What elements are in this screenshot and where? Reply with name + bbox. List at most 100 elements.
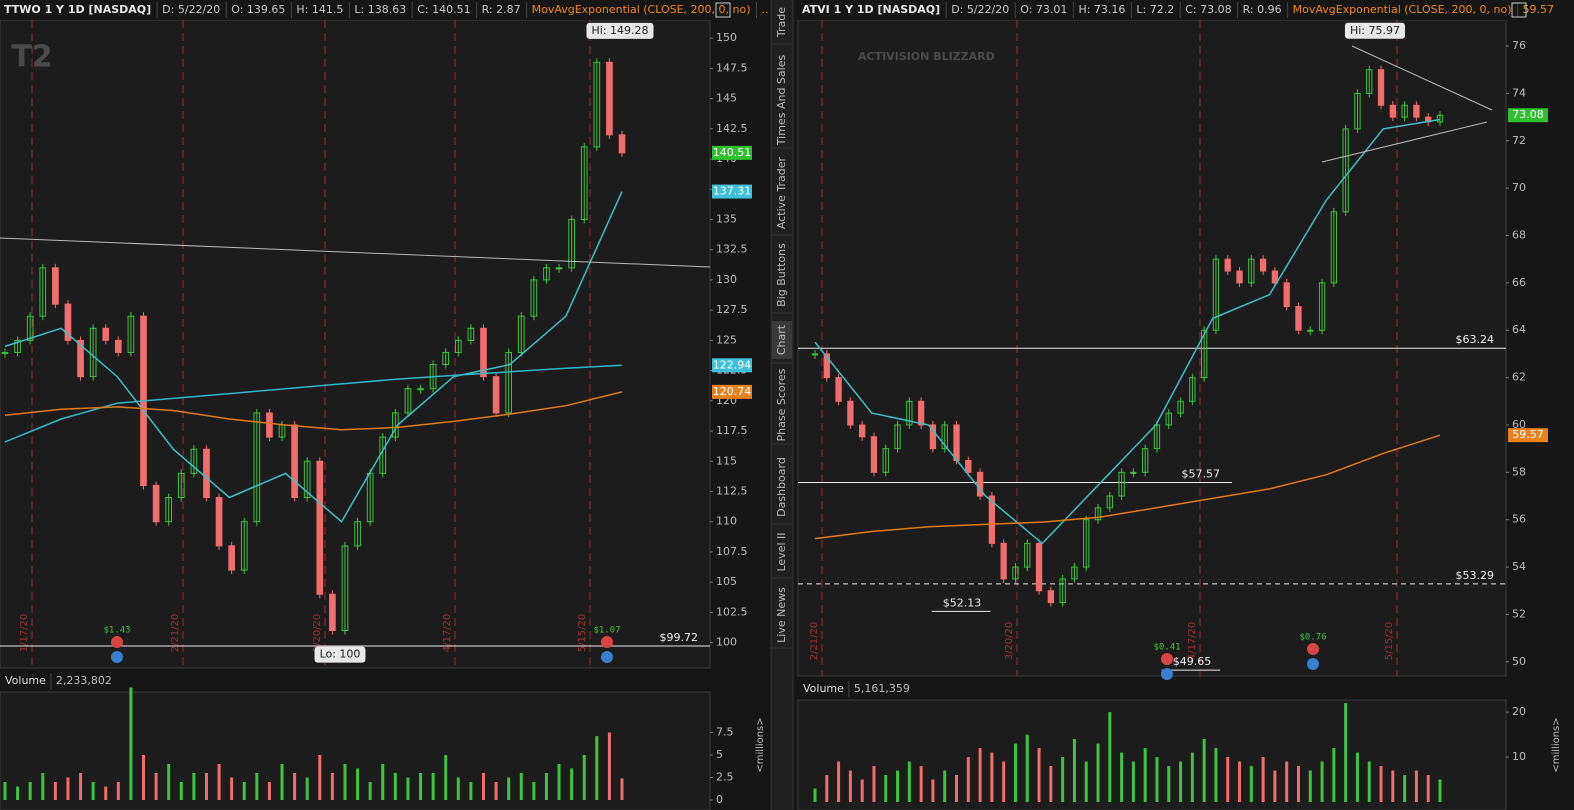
volume-bar xyxy=(1403,775,1407,802)
y-tick-label: 66 xyxy=(1512,276,1526,289)
y-tick-label: 130 xyxy=(716,273,737,286)
y-tick-label: 56 xyxy=(1512,513,1526,526)
sidebar-tab[interactable]: Phase Scores xyxy=(775,368,788,441)
header-field: L: 138.63 xyxy=(354,3,406,16)
volume-bar xyxy=(129,687,133,800)
y-tick-label: 74 xyxy=(1512,86,1526,99)
volume-bar xyxy=(1332,748,1336,802)
price-pane xyxy=(0,19,711,669)
price-badge xyxy=(712,145,752,160)
volume-bar xyxy=(1155,757,1159,802)
volume-bar xyxy=(3,782,7,800)
candle xyxy=(1271,270,1279,284)
candle xyxy=(1354,92,1361,130)
volume-bar xyxy=(1344,703,1348,802)
candle xyxy=(929,424,937,450)
candle xyxy=(1130,471,1137,474)
active-tab-bg xyxy=(772,321,792,359)
volume-bar xyxy=(990,752,994,802)
y-tick-label: 135 xyxy=(716,212,737,225)
candle xyxy=(882,448,889,473)
volume-bar xyxy=(1025,734,1029,802)
volume-bar xyxy=(620,778,624,800)
price-badge-label: 120.74 xyxy=(713,385,752,398)
price-badge xyxy=(1508,108,1548,123)
header-field: D: 5/22/20 xyxy=(162,3,220,16)
price-badge xyxy=(1508,428,1548,443)
study-label: MovAvgExponential (CLOSE, 200, 0, no) xyxy=(532,3,751,16)
candle xyxy=(215,497,223,547)
candle xyxy=(480,327,487,378)
volume-bar xyxy=(204,773,208,800)
sidebar-tab[interactable]: Trade xyxy=(775,7,788,38)
price-badge-label: 140.51 xyxy=(713,146,752,159)
volume-bar xyxy=(848,770,852,802)
candle xyxy=(1165,412,1172,426)
expand-button[interactable] xyxy=(715,2,731,18)
price-level-label: $63.24 xyxy=(1456,333,1495,346)
moving-average xyxy=(814,434,1441,540)
volume-bar xyxy=(1414,770,1418,802)
volume-bar xyxy=(1179,761,1183,802)
candle xyxy=(1248,258,1255,284)
volume-bar xyxy=(66,777,70,800)
y-tick-label: 112.5 xyxy=(716,484,748,497)
header-field: R: 0.96 xyxy=(1243,3,1282,16)
volume-bar xyxy=(860,779,864,802)
volume-bar xyxy=(837,761,841,802)
volume-bar xyxy=(53,782,57,800)
volume-bar xyxy=(230,777,234,800)
candle xyxy=(941,424,948,450)
y-tick-label: 62 xyxy=(1512,371,1526,384)
volume-bar xyxy=(242,782,246,800)
candle xyxy=(52,267,59,305)
trend-line xyxy=(1321,121,1488,163)
sidebar-tab[interactable]: Dashboard xyxy=(775,457,788,517)
y-tick-label: 72 xyxy=(1512,134,1526,147)
volume-bar xyxy=(931,779,935,802)
candle xyxy=(1295,306,1302,331)
candle xyxy=(152,484,160,523)
volume-bar xyxy=(142,755,146,800)
volume-bar xyxy=(419,773,423,800)
candle xyxy=(1094,507,1102,521)
candle xyxy=(316,460,324,595)
sidebar-tab[interactable]: Active Trader xyxy=(775,156,788,229)
volume-bar xyxy=(1131,761,1135,802)
y-tick-label: 68 xyxy=(1512,229,1526,242)
volume-bar xyxy=(1143,748,1147,802)
volume-bar xyxy=(896,770,900,802)
earnings-label: $0.76 xyxy=(1299,633,1326,643)
candle xyxy=(1307,329,1314,332)
y-tick-label: 64 xyxy=(1512,323,1526,336)
volume-pane xyxy=(797,699,1507,810)
volume-bar xyxy=(469,782,473,800)
header-field: O: 139.65 xyxy=(231,3,285,16)
sidebar-tab[interactable]: Big Buttons xyxy=(775,243,788,307)
candle xyxy=(492,376,500,414)
volume-bar xyxy=(1072,739,1076,802)
volume-total: 2,233,802 xyxy=(56,674,112,687)
volume-bar xyxy=(481,773,485,800)
header-bar xyxy=(0,0,710,20)
price-badge xyxy=(712,384,752,399)
volume-bar xyxy=(494,782,498,800)
volume-tick-label: 2.5 xyxy=(716,771,734,784)
candle xyxy=(1047,590,1055,604)
dividend-icon xyxy=(111,651,123,663)
volume-bar xyxy=(192,773,196,800)
sidebar-tab[interactable]: Level II xyxy=(775,532,788,571)
volume-bar xyxy=(1249,766,1253,802)
volume-tick-label: 10 xyxy=(1512,750,1526,763)
sidebar-tab[interactable]: Live News xyxy=(775,587,788,643)
expand-button[interactable] xyxy=(1511,2,1527,18)
y-tick-label: 54 xyxy=(1512,560,1526,573)
volume-bar xyxy=(907,761,911,802)
volume-bar xyxy=(544,773,548,800)
candle xyxy=(354,521,361,547)
y-tick-label: 110 xyxy=(716,515,737,528)
candle xyxy=(39,267,47,317)
sidebar-tab[interactable]: Chart xyxy=(775,324,788,355)
date-label: 2/21/20 xyxy=(809,622,820,661)
sidebar-tab[interactable]: Times And Sales xyxy=(775,55,788,147)
